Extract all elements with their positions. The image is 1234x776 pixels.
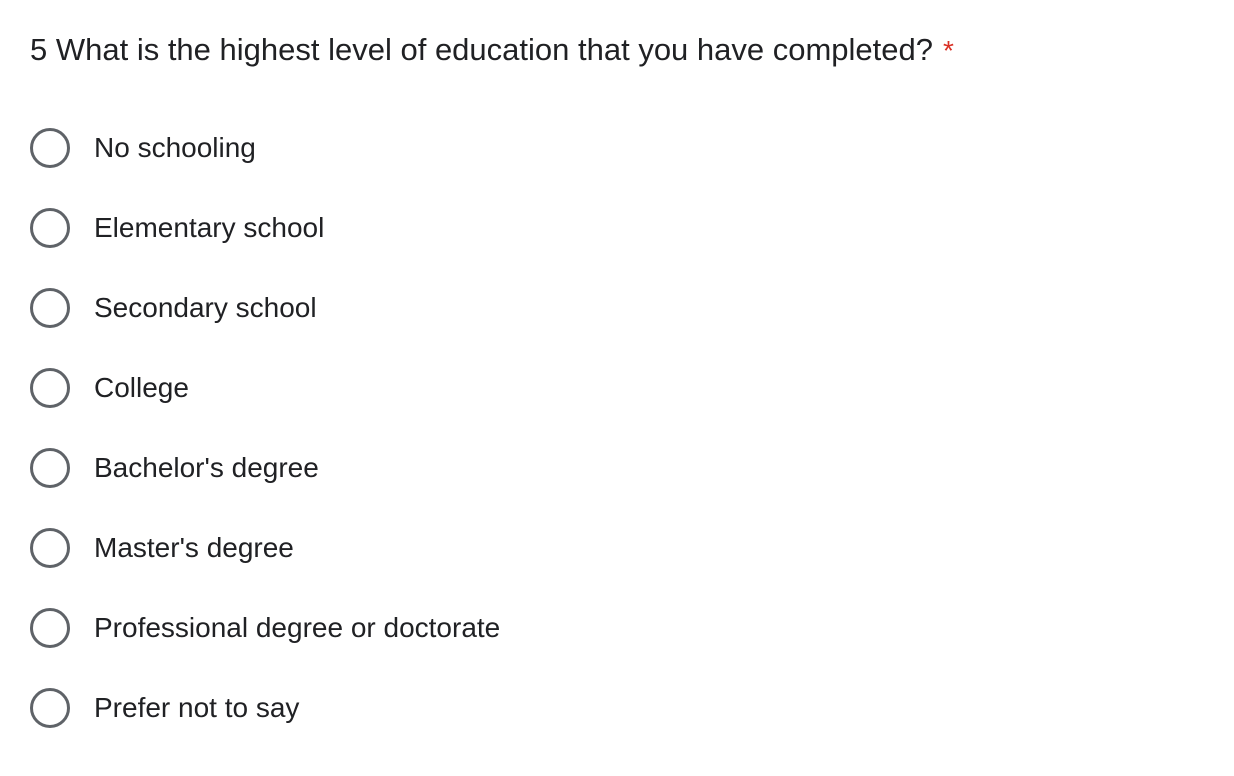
- radio-button[interactable]: [30, 528, 70, 568]
- radio-button[interactable]: [30, 368, 70, 408]
- radio-button[interactable]: [30, 128, 70, 168]
- question-header: 5 What is the highest level of education…: [30, 30, 954, 71]
- option-no-schooling[interactable]: No schooling: [30, 128, 500, 208]
- option-masters-degree[interactable]: Master's degree: [30, 528, 500, 608]
- option-label: Elementary school: [94, 212, 325, 243]
- option-label: No schooling: [94, 132, 256, 163]
- radio-options-list: No schooling Elementary school Secondary…: [30, 128, 500, 768]
- option-professional-degree-or-doctorate[interactable]: Professional degree or doctorate: [30, 608, 500, 688]
- option-secondary-school[interactable]: Secondary school: [30, 288, 500, 368]
- option-elementary-school[interactable]: Elementary school: [30, 208, 500, 288]
- option-label: College: [94, 372, 189, 403]
- option-label: Master's degree: [94, 532, 294, 563]
- required-marker: *: [943, 35, 954, 66]
- option-bachelors-degree[interactable]: Bachelor's degree: [30, 448, 500, 528]
- option-label: Professional degree or doctorate: [94, 612, 501, 643]
- option-college[interactable]: College: [30, 368, 500, 448]
- radio-button[interactable]: [30, 288, 70, 328]
- radio-button[interactable]: [30, 608, 70, 648]
- radio-button[interactable]: [30, 448, 70, 488]
- option-label: Secondary school: [94, 292, 317, 323]
- option-prefer-not-to-say[interactable]: Prefer not to say: [30, 688, 500, 768]
- option-label: Prefer not to say: [94, 692, 300, 723]
- radio-button[interactable]: [30, 208, 70, 248]
- radio-button[interactable]: [30, 688, 70, 728]
- option-label: Bachelor's degree: [94, 452, 319, 483]
- question-title: 5 What is the highest level of education…: [30, 32, 934, 67]
